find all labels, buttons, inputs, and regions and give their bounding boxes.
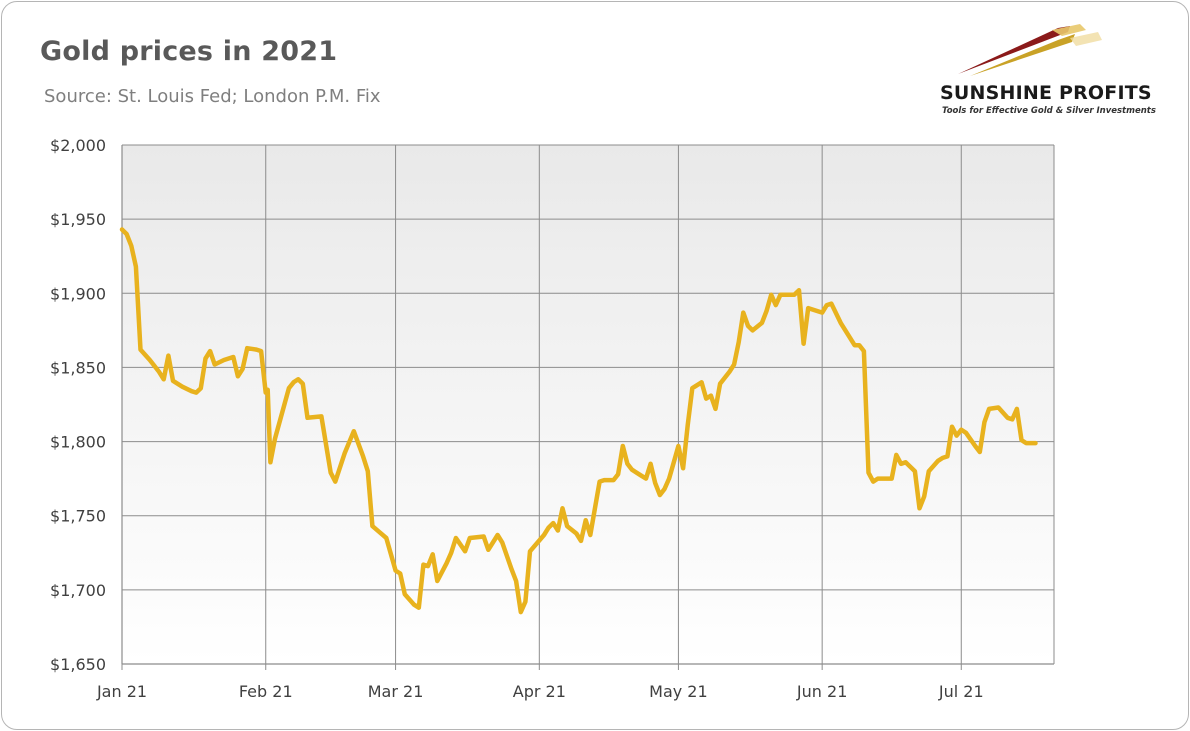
x-tick-label: Jul 21 <box>938 682 984 701</box>
y-tick-label: $1,950 <box>50 210 106 229</box>
logo-name: SUNSHINE PROFITS <box>940 82 1152 104</box>
x-tick-label: May 21 <box>649 682 708 701</box>
x-tick-label: Mar 21 <box>368 682 424 701</box>
logo-swoosh-icon <box>958 24 1102 76</box>
y-tick-label: $1,700 <box>50 581 106 600</box>
y-tick-label: $2,000 <box>50 136 106 155</box>
logo-tagline: Tools for Effective Gold & Silver Invest… <box>942 106 1156 116</box>
chart-subtitle: Source: St. Louis Fed; London P.M. Fix <box>44 86 381 107</box>
y-tick-label: $1,850 <box>50 358 106 377</box>
y-tick-label: $1,800 <box>50 433 106 452</box>
y-tick-label: $1,900 <box>50 284 106 303</box>
x-tick-label: Apr 21 <box>513 682 566 701</box>
gold-price-line <box>119 227 1038 615</box>
gridlines <box>121 144 1055 670</box>
x-tick-label: Feb 21 <box>239 682 293 701</box>
x-tick-label: Jun 21 <box>796 682 847 701</box>
y-tick-label: $1,650 <box>50 655 106 674</box>
plot-area <box>122 145 1054 664</box>
x-tick-label: Jan 21 <box>96 682 147 701</box>
chart-title: Gold prices in 2021 <box>40 36 338 67</box>
series-layer <box>119 227 1038 615</box>
y-tick-label: $1,750 <box>50 507 106 526</box>
sunshine-profits-logo: SUNSHINE PROFITS Tools for Effective Gol… <box>930 16 1170 126</box>
